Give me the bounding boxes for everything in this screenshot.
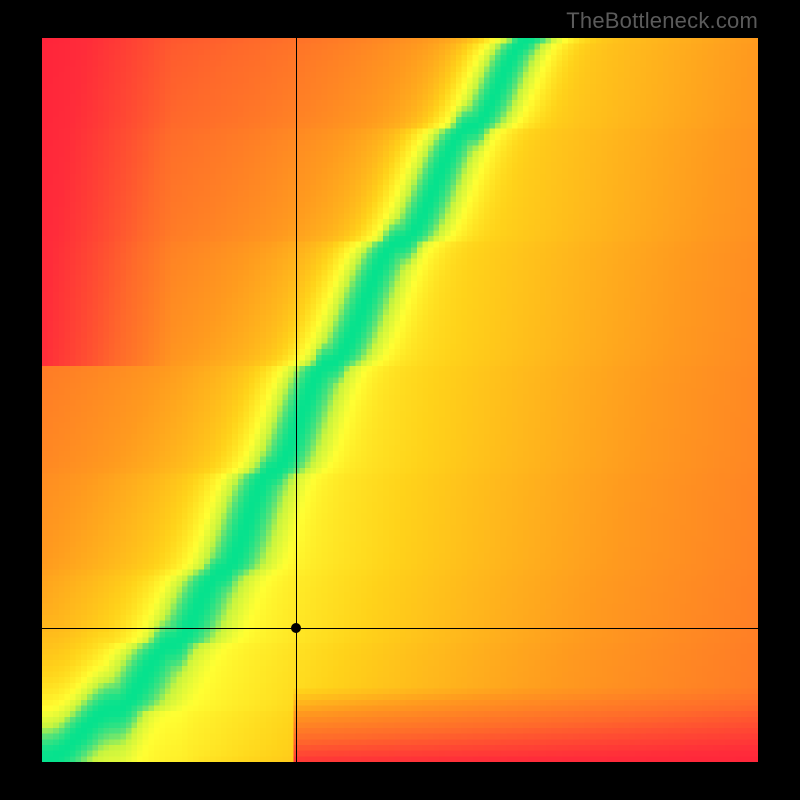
heatmap-canvas xyxy=(42,38,758,762)
crosshair-horizontal xyxy=(42,628,758,629)
chart-frame: TheBottleneck.com xyxy=(0,0,800,800)
crosshair-vertical xyxy=(296,38,297,762)
watermark-text: TheBottleneck.com xyxy=(566,8,758,34)
